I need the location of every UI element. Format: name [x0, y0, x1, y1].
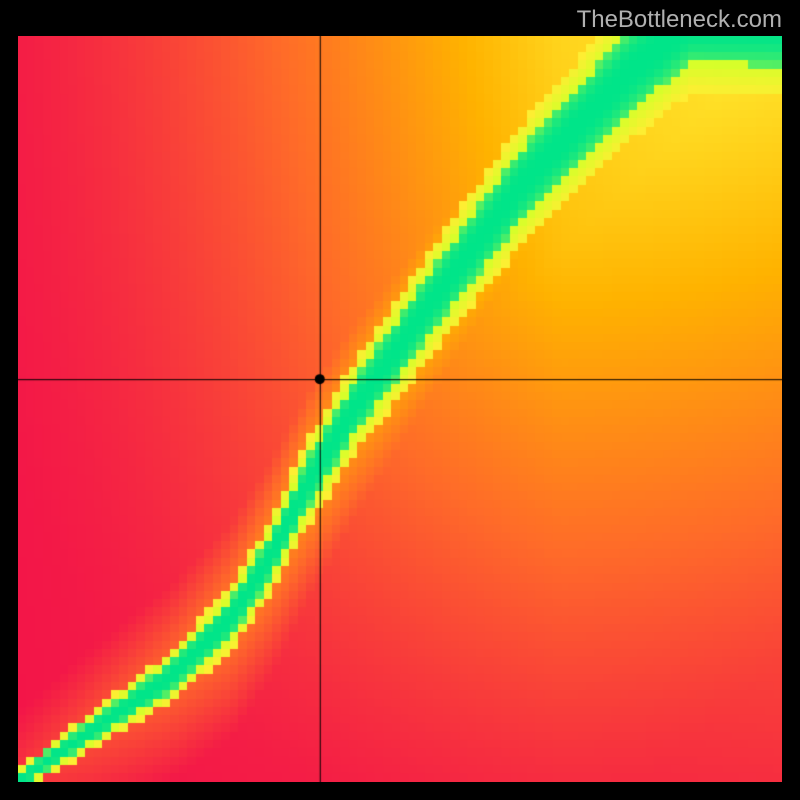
watermark-label: TheBottleneck.com — [577, 6, 782, 34]
plot-area — [18, 36, 782, 782]
heatmap-canvas — [18, 36, 782, 782]
chart-container: TheBottleneck.com — [0, 0, 800, 800]
